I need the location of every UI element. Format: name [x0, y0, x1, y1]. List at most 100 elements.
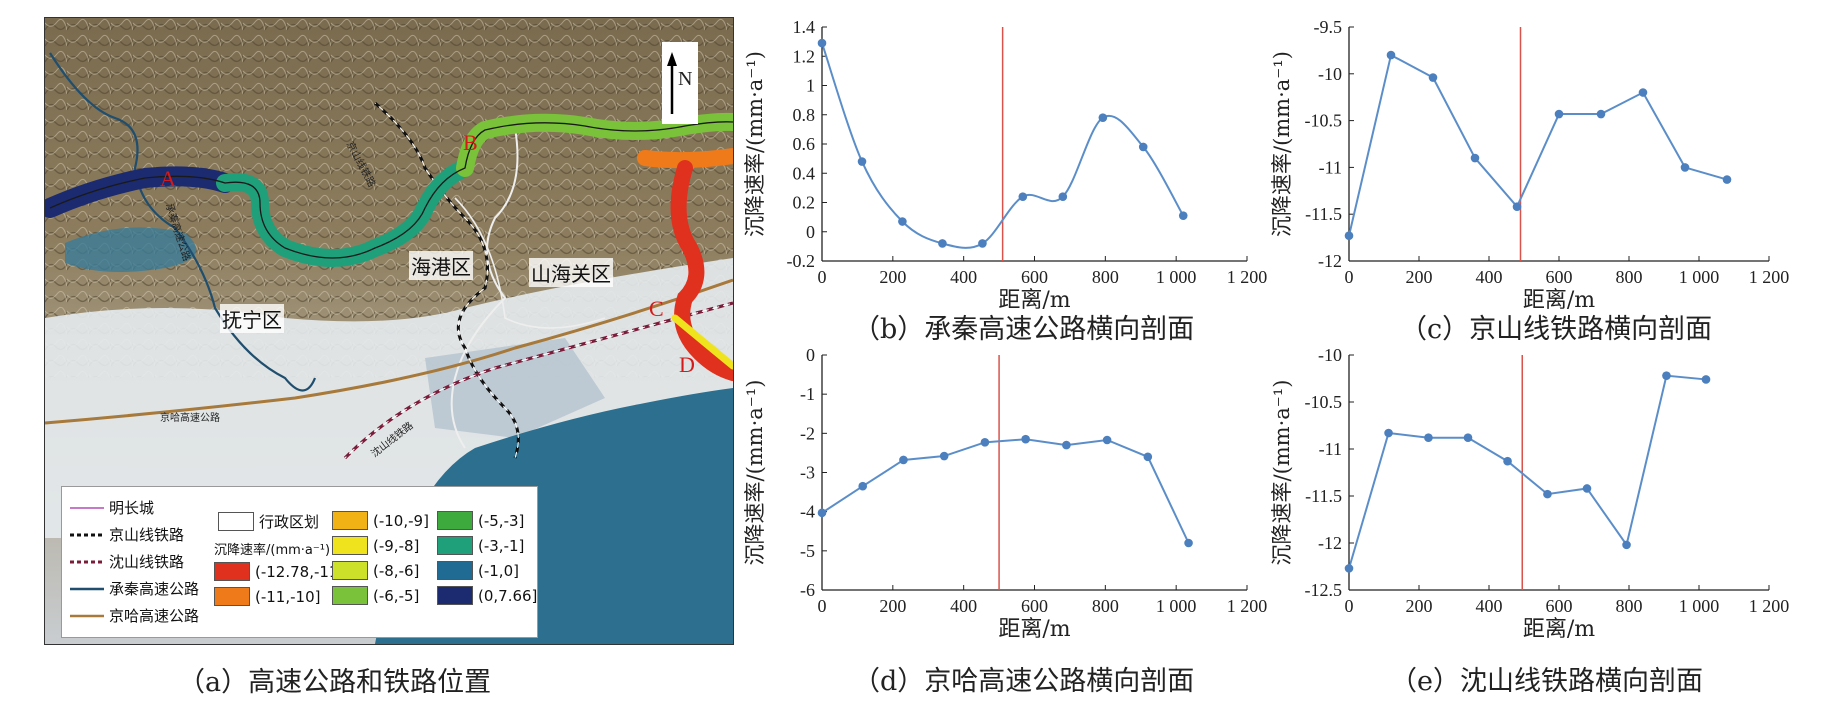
- jingshan-railway-inner: [374, 102, 519, 459]
- y-axis-label: 沉降速率/(mm·a⁻¹): [1270, 380, 1294, 566]
- data-point: [1470, 153, 1480, 163]
- y-tick-label: 0.6: [793, 134, 816, 154]
- y-tick-label: -9.5: [1314, 17, 1343, 37]
- x-tick-label: 200: [879, 596, 906, 616]
- data-point: [1098, 113, 1108, 122]
- district-label-shanhaiguan: 山海关区: [529, 258, 613, 287]
- data-point: [1596, 109, 1606, 119]
- legend-label: 京山线铁路: [109, 526, 185, 544]
- data-point: [978, 239, 987, 248]
- legend-swatch: [70, 499, 104, 516]
- legend-label: (-1,0]: [478, 561, 519, 580]
- y-tick-label: -4: [800, 502, 815, 522]
- data-point: [1178, 211, 1188, 220]
- legend-swatch: [214, 562, 250, 581]
- north-arrow: N: [662, 42, 698, 124]
- north-label: N: [678, 68, 693, 90]
- y-tick-label: -12.5: [1305, 580, 1343, 600]
- y-tick-label: -10.5: [1305, 111, 1343, 131]
- greatwall-subsidence-band-4: [637, 148, 733, 169]
- data-point: [1722, 175, 1732, 184]
- data-point: [1701, 375, 1711, 384]
- series-line: [1348, 374, 1707, 569]
- district-label-funing: 抚宁区: [220, 304, 284, 333]
- y-tick-label: 0: [806, 345, 815, 365]
- legend-label: (-3,-1]: [478, 536, 525, 555]
- x-tick-label: 0: [818, 596, 827, 616]
- legend-swatch: [437, 511, 473, 530]
- x-axis-label: 距离/m: [998, 617, 1070, 642]
- legend-swatch: [70, 607, 104, 624]
- x-tick-label: 1 200: [1227, 267, 1268, 287]
- x-tick-label: 200: [879, 267, 906, 287]
- legend-swatch: [70, 553, 104, 570]
- chart-d: 0 200 400 600 800 1 000 1 200 -6 -5 -4 -3 -2 -1 0 距离/m…: [743, 345, 1267, 697]
- y-tick-label: -1: [800, 384, 815, 404]
- data-point: [1554, 109, 1564, 119]
- legend-line-jingha: 京哈高速公路: [70, 605, 199, 626]
- x-tick-label: 1 200: [1749, 596, 1790, 616]
- x-tick-label: 0: [1345, 267, 1354, 287]
- legend-class-8: (-1,0]: [437, 561, 519, 580]
- legend-label: 沉降速率/(mm·a⁻¹): [214, 543, 331, 558]
- y-tick-label: 0.4: [793, 163, 816, 183]
- chart-caption: （d）京哈高速公路横向剖面: [853, 666, 1194, 697]
- x-tick-label: 800: [1092, 267, 1119, 287]
- greatwall-subsidence-band-6: [671, 314, 733, 370]
- data-point: [939, 451, 949, 461]
- x-tick-label: 1 200: [1227, 596, 1268, 616]
- data-point: [1384, 428, 1393, 438]
- y-tick-label: -12: [1318, 533, 1342, 553]
- legend-line-chengqin: 承秦高速公路: [70, 578, 199, 599]
- legend-label: (-8,-6]: [373, 561, 420, 580]
- data-point: [1662, 371, 1671, 380]
- y-axis-label: 沉降速率/(mm·a⁻¹): [743, 380, 767, 566]
- x-tick-label: 800: [1616, 596, 1643, 616]
- y-tick-label: -5: [800, 541, 815, 561]
- legend-label: 京哈高速公路: [109, 607, 200, 625]
- legend-swatch: [437, 561, 473, 580]
- point-label-b: B: [463, 130, 478, 155]
- data-point: [1102, 435, 1112, 445]
- y-tick-label: 1.2: [793, 46, 816, 66]
- legend-swatch: [437, 536, 473, 555]
- x-tick-label: 600: [1546, 596, 1573, 616]
- data-point: [1424, 433, 1433, 443]
- admin-boundary: [454, 197, 606, 329]
- y-tick-label: 1: [806, 76, 815, 96]
- legend-class-7: (-3,-1]: [437, 536, 524, 555]
- data-point: [1021, 434, 1030, 444]
- y-axis-label: 沉降速率/(mm·a⁻¹): [1270, 51, 1294, 237]
- x-tick-label: 800: [1616, 267, 1643, 287]
- x-tick-label: 600: [1021, 267, 1048, 287]
- data-point: [1386, 50, 1396, 60]
- data-point: [1143, 452, 1153, 462]
- data-point: [1680, 163, 1690, 172]
- legend-label: (-9,-8]: [373, 536, 420, 555]
- legend-swatch: [70, 526, 104, 543]
- y-tick-label: -0.2: [787, 251, 816, 271]
- y-tick-label: 0: [806, 222, 815, 242]
- district-label-haigang: 海港区: [409, 251, 473, 280]
- chart-caption: （b）承秦高速公路横向剖面: [853, 314, 1194, 345]
- jingha-expressway: [45, 278, 733, 425]
- legend-label: (0,7.66]: [478, 586, 538, 605]
- y-tick-label: 0.8: [793, 105, 816, 125]
- data-point: [1018, 192, 1028, 201]
- x-tick-label: 0: [1345, 596, 1354, 616]
- legend-swatch: [332, 561, 368, 580]
- chart-caption: （e）沈山线铁路横向剖面: [1390, 666, 1703, 697]
- y-tick-label: -2: [800, 423, 815, 443]
- y-axis-label: 沉降速率/(mm·a⁻¹): [743, 51, 767, 237]
- y-tick-label: 0.2: [793, 193, 816, 213]
- data-point: [1463, 433, 1473, 443]
- y-tick-label: -10: [1318, 345, 1342, 365]
- caption-a: （a）高速公路和铁路位置: [178, 667, 492, 698]
- legend-class-1: (-11,-10]: [214, 587, 320, 606]
- y-tick-label: -3: [800, 463, 815, 483]
- legend-swatch: [332, 536, 368, 555]
- y-tick-label: -11.5: [1305, 204, 1342, 224]
- data-point: [980, 438, 990, 447]
- chengqin-expressway: [49, 52, 317, 392]
- x-tick-label: 1 000: [1156, 267, 1197, 287]
